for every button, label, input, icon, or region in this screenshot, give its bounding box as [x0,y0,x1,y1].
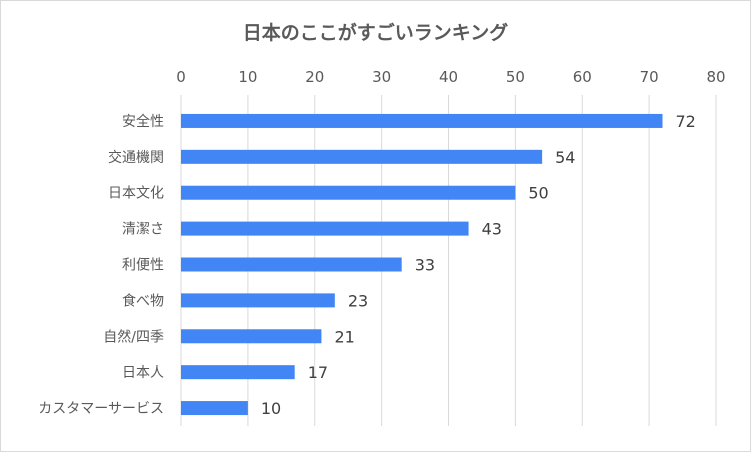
data-label-1: 72 [676,112,696,131]
chart-title: 日本のここがすごいランキング [242,22,509,44]
category-label-2: 交通機関 [108,149,164,166]
data-label-7: 21 [334,327,354,346]
data-labels: 72 54 50 43 33 23 21 17 10 [261,112,696,418]
data-label-9: 10 [261,399,281,418]
bar-1 [181,113,663,128]
category-label-1: 安全性 [122,113,164,130]
x-tick-label-10: 10 [238,68,257,86]
bar-6 [181,293,335,308]
x-tick-label-80: 80 [706,68,725,86]
x-tick-label-60: 60 [573,68,592,86]
x-tick-label-30: 30 [372,68,391,86]
bar-4 [181,221,469,236]
x-tick-label-20: 20 [305,68,324,86]
category-label-9: カスタマーサービス [38,401,164,417]
bar-7 [181,329,322,344]
data-label-8: 17 [308,363,328,382]
bar-2 [181,149,543,164]
x-tick-label-0: 0 [176,68,186,86]
category-label-4: 清潔さ [122,222,164,238]
category-label-3: 日本文化 [108,186,164,202]
x-tick-label-40: 40 [439,68,458,86]
category-label-6: 食べ物 [122,292,164,309]
x-tick-label-50: 50 [506,68,525,86]
x-axis-ticks: 0 10 20 30 40 50 60 70 80 [176,68,725,86]
bar-3 [181,185,516,200]
x-tick-label-70: 70 [640,68,659,86]
data-label-4: 43 [482,220,502,239]
category-label-7: 自然/四季 [103,328,164,345]
data-label-6: 23 [348,291,368,310]
bar-5 [181,257,402,272]
category-label-5: 利便性 [122,258,164,274]
data-label-5: 33 [415,256,435,275]
bars [181,113,663,416]
category-label-8: 日本人 [122,365,164,381]
bar-8 [181,365,295,380]
data-label-2: 54 [555,148,575,167]
data-label-3: 50 [528,184,548,203]
bar-9 [181,401,248,416]
